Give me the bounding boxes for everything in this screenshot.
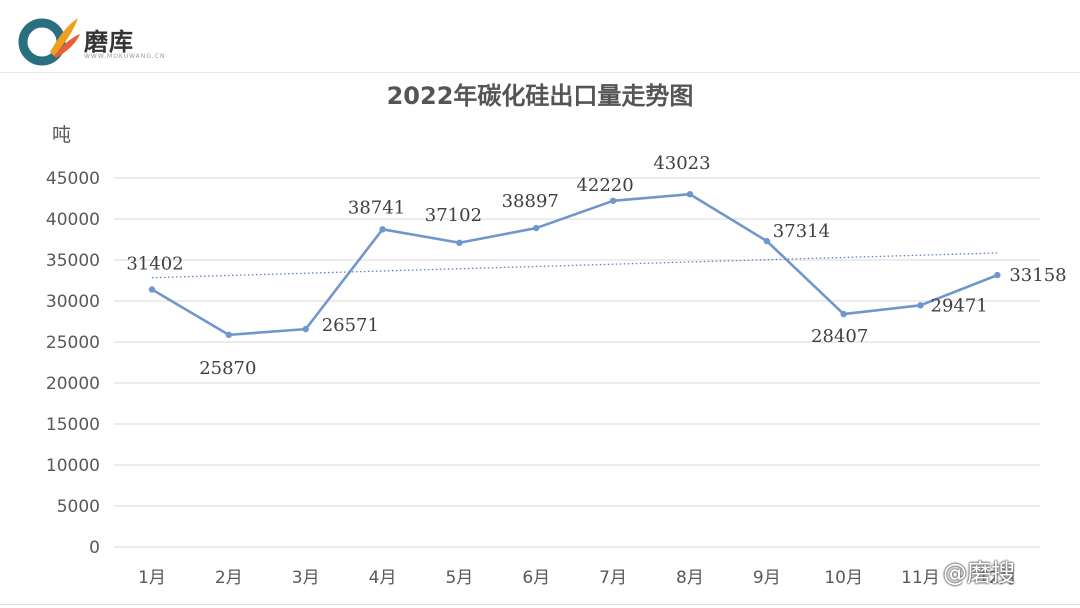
y-tick-label: 5000 (57, 497, 100, 517)
x-tick-label: 12月 (978, 568, 1017, 588)
chart: 2022年碳化硅出口量走势图 吨 0 5000 10000 15000 20000 250… (46, 82, 1067, 588)
data-label: 37314 (773, 221, 830, 242)
data-labels: 31402 25870 26571 38741 37102 38897 42220 43023… (126, 153, 1066, 379)
data-point (994, 271, 1001, 279)
data-point (225, 331, 233, 339)
logo-icon (18, 18, 80, 66)
x-axis-ticks: 1月 2月 3月 4月 5月 6月 7月 8月 9月 10月 11月 12月 (138, 568, 1017, 588)
y-tick-label: 25000 (46, 333, 100, 353)
x-tick-label: 2月 (215, 568, 243, 588)
trendline-group (151, 252, 998, 279)
data-label: 33158 (1009, 265, 1066, 286)
logo-subtitle: WWW.MOKUWANG.CN (84, 53, 166, 60)
x-tick-label: 1月 (138, 568, 166, 588)
x-tick-label: 3月 (292, 568, 320, 588)
gridlines (114, 177, 1040, 548)
data-point (302, 325, 309, 333)
x-tick-label: 6月 (522, 568, 550, 588)
data-point (609, 197, 617, 204)
data-point (533, 224, 540, 232)
data-label: 26571 (322, 315, 379, 336)
y-tick-label: 10000 (46, 456, 100, 476)
data-label: 38897 (502, 191, 559, 212)
y-axis-ticks: 0 5000 10000 15000 20000 25000 30000 35000 40000… (46, 169, 100, 558)
chart-title: 2022年碳化硅出口量走势图 (387, 82, 694, 110)
x-tick-label: 5月 (445, 568, 473, 588)
x-tick-label: 10月 (824, 568, 863, 588)
data-label: 43023 (653, 153, 710, 174)
data-label: 28407 (811, 326, 868, 347)
data-point (148, 286, 156, 293)
data-label: 42220 (576, 175, 633, 196)
data-point (917, 302, 924, 309)
series-line (151, 192, 998, 337)
y-tick-label: 35000 (46, 251, 100, 271)
y-tick-label: 15000 (46, 415, 100, 435)
data-label: 38741 (348, 197, 405, 218)
y-tick-label: 45000 (46, 169, 100, 189)
y-tick-label: 20000 (46, 374, 100, 394)
y-tick-label: 30000 (46, 292, 100, 312)
series-group (148, 191, 1001, 339)
y-axis-unit: 吨 (52, 124, 71, 146)
data-point (379, 226, 386, 233)
data-label: 29471 (931, 295, 988, 316)
x-tick-label: 4月 (369, 568, 397, 588)
x-tick-label: 11月 (901, 568, 940, 588)
data-label: 25870 (199, 358, 256, 379)
x-tick-label: 7月 (599, 568, 627, 588)
header-bar: 磨库 WWW.MOKUWANG.CN (0, 0, 1080, 73)
data-label: 37102 (425, 205, 482, 226)
data-point (686, 191, 694, 198)
watermark: @磨搜 (943, 559, 1015, 587)
logo-name: 磨库 (84, 28, 134, 56)
divider (0, 604, 1080, 605)
trendline (151, 252, 998, 279)
y-tick-label: 40000 (46, 210, 100, 230)
data-point (763, 237, 770, 245)
x-tick-label: 9月 (753, 568, 781, 588)
data-label: 31402 (126, 254, 183, 275)
data-point (840, 310, 847, 318)
x-tick-label: 8月 (676, 568, 704, 588)
y-tick-label: 0 (89, 538, 100, 558)
data-point (456, 239, 463, 246)
